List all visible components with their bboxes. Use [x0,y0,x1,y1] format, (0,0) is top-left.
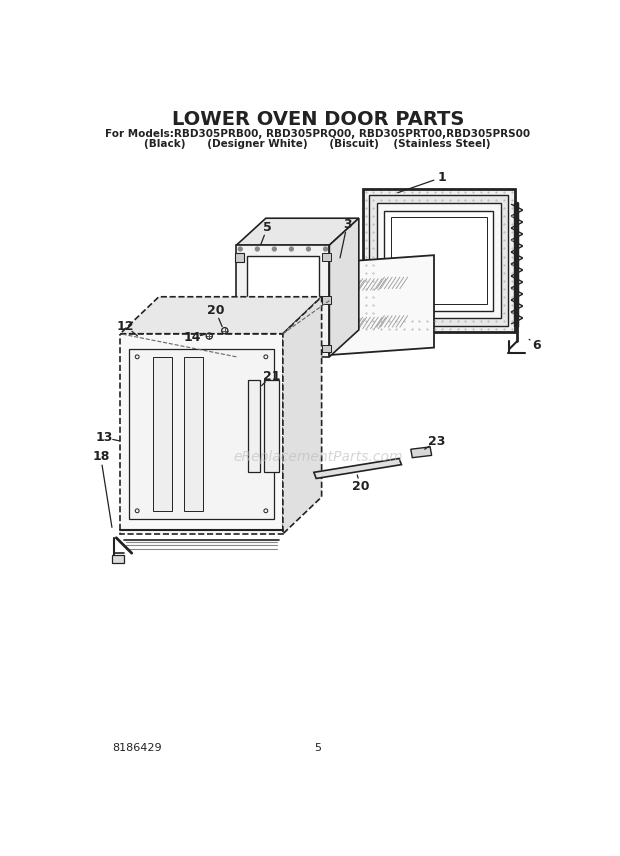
Polygon shape [369,195,508,326]
Circle shape [238,247,242,251]
Polygon shape [322,344,331,352]
Text: 5: 5 [314,743,321,753]
Polygon shape [235,344,244,354]
Text: 23: 23 [428,435,445,448]
Polygon shape [235,253,244,262]
Text: 3: 3 [343,218,352,231]
Polygon shape [314,459,402,479]
Polygon shape [410,447,432,458]
Polygon shape [264,380,279,473]
Text: 21: 21 [262,370,280,383]
Circle shape [272,247,277,251]
Polygon shape [120,297,322,334]
Polygon shape [322,296,331,304]
Text: eReplacementParts.com: eReplacementParts.com [233,450,402,464]
Text: 13: 13 [96,431,113,444]
Circle shape [306,247,311,251]
Text: 12: 12 [117,319,135,332]
Polygon shape [377,203,501,318]
Text: 1: 1 [437,171,446,184]
Circle shape [324,247,327,251]
Polygon shape [112,556,124,563]
Polygon shape [248,380,260,473]
Text: 18: 18 [92,450,110,463]
Text: 20: 20 [352,479,369,493]
Polygon shape [247,256,319,346]
Text: LOWER OVEN DOOR PARTS: LOWER OVEN DOOR PARTS [172,110,464,129]
Text: 20: 20 [206,304,224,317]
Polygon shape [130,349,273,519]
Circle shape [255,247,259,251]
Circle shape [290,247,293,251]
Polygon shape [236,218,359,245]
Polygon shape [384,211,493,311]
Polygon shape [184,357,203,511]
Text: For Models:RBD305PRB00, RBD305PRQ00, RBD305PRT00,RBD305PRS00: For Models:RBD305PRB00, RBD305PRQ00, RBD… [105,128,530,139]
Text: (Black)      (Designer White)      (Biscuit)    (Stainless Steel): (Black) (Designer White) (Biscuit) (Stai… [144,140,491,149]
Text: 5: 5 [263,221,272,234]
Text: 8186429: 8186429 [112,743,162,753]
Polygon shape [236,245,329,357]
Polygon shape [363,189,515,332]
Polygon shape [329,218,359,357]
Polygon shape [283,297,322,534]
Text: 6: 6 [532,339,541,352]
Polygon shape [322,253,331,260]
Text: 14: 14 [184,331,201,344]
Polygon shape [326,255,434,355]
Polygon shape [153,357,172,511]
Polygon shape [120,334,283,534]
